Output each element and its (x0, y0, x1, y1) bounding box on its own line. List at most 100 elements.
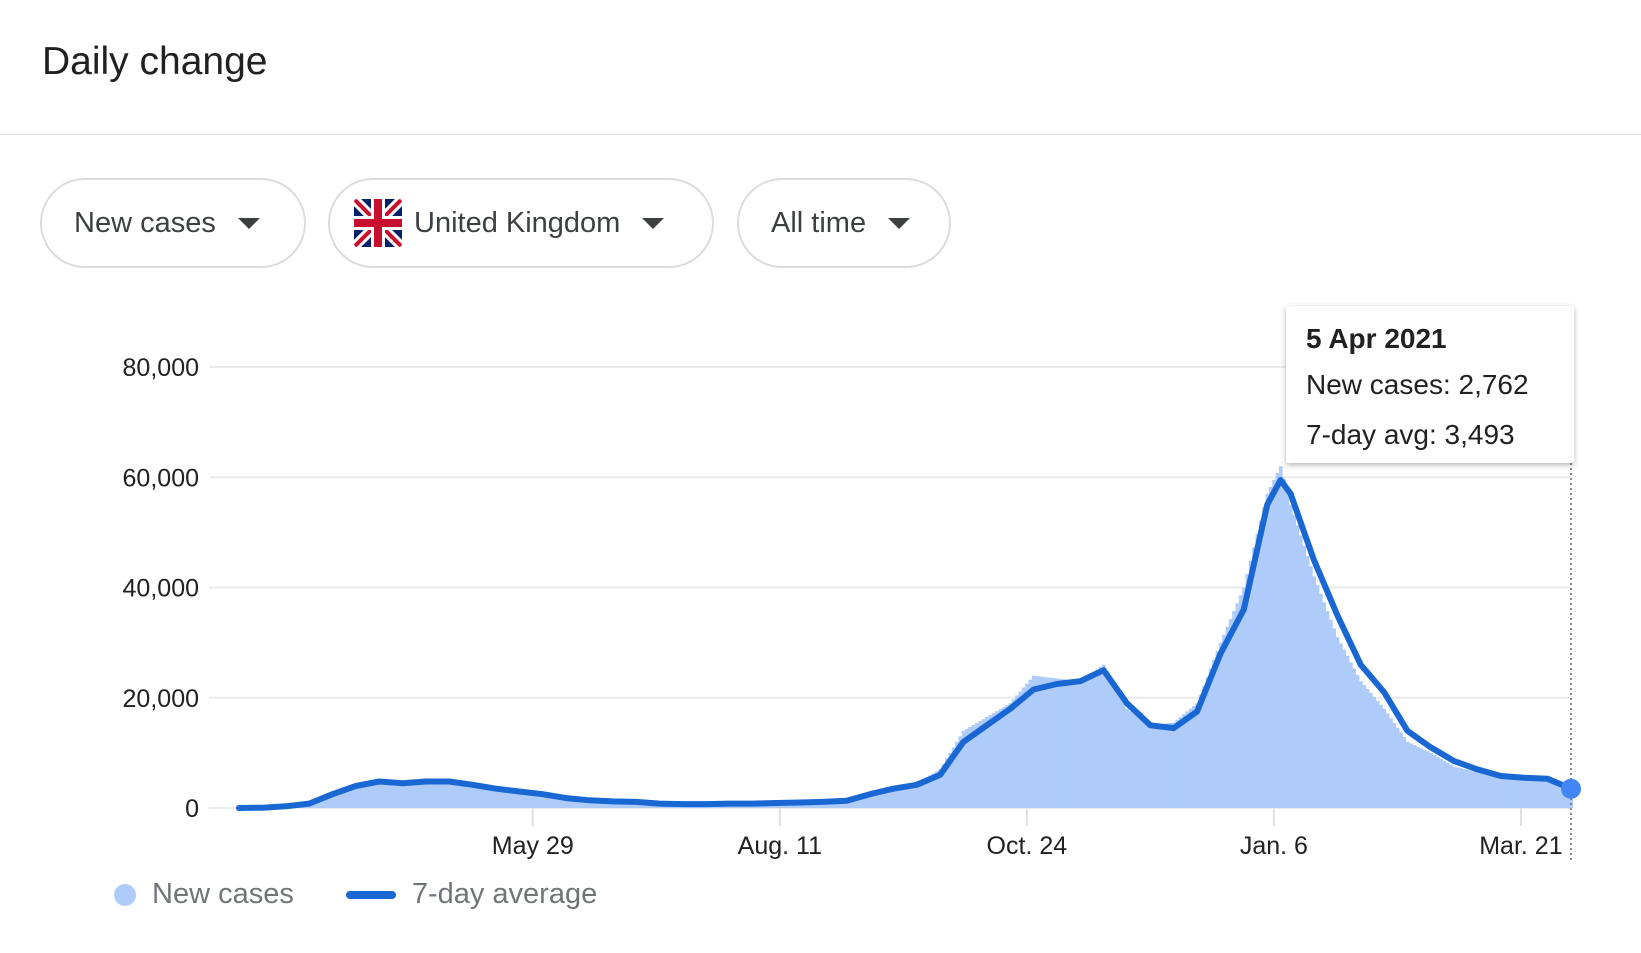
new-cases-bar (1081, 678, 1086, 808)
new-cases-bar (1041, 676, 1046, 808)
new-cases-bar (915, 783, 919, 808)
new-cases-bar (981, 719, 986, 808)
new-cases-bar (424, 780, 429, 808)
new-cases-bar (1509, 778, 1513, 808)
new-cases-bar (1435, 756, 1440, 808)
tooltip-new-cases: New cases: 2,762 (1306, 369, 1529, 400)
new-cases-bar (527, 793, 532, 808)
hover-point (1561, 778, 1581, 799)
new-cases-bar (1328, 619, 1333, 808)
new-cases-bar (1439, 758, 1443, 808)
new-cases-bar (925, 777, 929, 808)
new-cases-bar (1462, 769, 1467, 808)
new-cases-bar (851, 797, 856, 808)
chart-tooltip: 5 Apr 2021 New cases: 2,762 7-day avg: 3… (1286, 306, 1574, 463)
new-cases-bar (1292, 515, 1296, 808)
metric-dropdown[interactable]: New cases (40, 178, 306, 268)
new-cases-bar (1028, 679, 1033, 808)
new-cases-bar (878, 789, 883, 808)
new-cases-bar (881, 789, 886, 808)
new-cases-bar (1282, 479, 1286, 808)
new-cases-bar (871, 791, 876, 808)
new-cases-bar (965, 728, 969, 808)
new-cases-bar (1479, 772, 1483, 808)
new-cases-bar (1549, 783, 1554, 808)
new-cases-bar (1232, 611, 1236, 808)
new-cases-bar (1031, 675, 1036, 808)
new-cases-bar (1011, 699, 1016, 808)
new-cases-bar (1362, 685, 1367, 808)
new-cases-bar (330, 791, 335, 808)
new-cases-bar (357, 783, 362, 808)
new-cases-bar (507, 790, 512, 808)
new-cases-bar (995, 711, 999, 808)
new-cases-bar (1525, 779, 1530, 808)
new-cases-bar (1108, 677, 1113, 808)
new-cases-bar (1162, 723, 1166, 808)
new-cases-bar (1315, 585, 1320, 808)
new-cases-bar (467, 784, 472, 808)
metric-dropdown-label: New cases (74, 206, 216, 239)
new-cases-bar (951, 747, 956, 808)
new-cases-bar (324, 794, 328, 808)
new-cases-bar (360, 783, 365, 808)
new-cases-bar (1459, 768, 1463, 808)
new-cases-bar (1248, 560, 1253, 808)
new-cases-bar (1158, 724, 1163, 808)
new-cases-bar (474, 785, 479, 808)
new-cases-bar (1121, 702, 1126, 808)
new-cases-bar (1118, 696, 1123, 808)
caret-down-icon (888, 217, 911, 229)
new-cases-bar (1091, 671, 1096, 808)
new-cases-bar (1068, 680, 1073, 808)
new-cases-bar (1055, 678, 1059, 808)
new-cases-bar (374, 780, 378, 808)
new-cases-bar (1095, 669, 1100, 808)
new-cases-bar (1465, 769, 1470, 808)
new-cases-bar (624, 802, 629, 808)
new-cases-bar (347, 786, 352, 808)
new-cases-bar (961, 730, 966, 808)
location-dropdown[interactable]: United Kingdom (328, 178, 714, 268)
new-cases-bar (1035, 676, 1039, 808)
new-cases-bar (571, 799, 575, 808)
new-cases-bar (344, 787, 348, 808)
new-cases-bar (497, 789, 502, 808)
new-cases-bar (901, 785, 906, 808)
new-cases-bar (1172, 722, 1176, 808)
caret-down-icon (237, 217, 260, 229)
new-cases-bar (464, 784, 469, 808)
tooltip-avg: 7-day avg: 3,493 (1306, 419, 1515, 450)
x-tick-label: Aug. 11 (738, 832, 822, 860)
new-cases-bar (1178, 717, 1183, 808)
new-cases-bar (985, 717, 989, 808)
new-cases-bar (1519, 778, 1523, 808)
x-tick-label: Mar. 21 (1479, 832, 1562, 860)
new-cases-bar (1449, 764, 1453, 808)
new-cases-bar (1008, 703, 1013, 808)
new-cases-bar (514, 791, 519, 808)
new-cases-bar (1375, 700, 1380, 808)
new-cases-bar (858, 795, 863, 808)
new-cases-bar (1051, 678, 1056, 808)
new-cases-bar (1302, 545, 1307, 808)
time-range-dropdown-label: All time (771, 206, 867, 239)
time-range-dropdown[interactable]: All time (737, 178, 951, 268)
new-cases-bar (1085, 676, 1090, 808)
uk-flag-icon (354, 199, 402, 247)
new-cases-bar (941, 763, 946, 808)
new-cases-bar (1332, 628, 1337, 808)
new-cases-bar (1182, 714, 1186, 808)
new-cases-bar (414, 781, 419, 808)
seven-day-average-line (236, 477, 1574, 811)
legend-average-swatch (345, 890, 396, 899)
new-cases-bar (1295, 525, 1300, 808)
new-cases-bar (621, 802, 625, 808)
new-cases-bar (894, 786, 899, 808)
new-cases-bar (854, 796, 859, 808)
new-cases-bar (617, 802, 622, 808)
new-cases-bar (945, 758, 949, 808)
new-cases-bar (461, 783, 465, 808)
new-cases-bar (1422, 749, 1427, 808)
